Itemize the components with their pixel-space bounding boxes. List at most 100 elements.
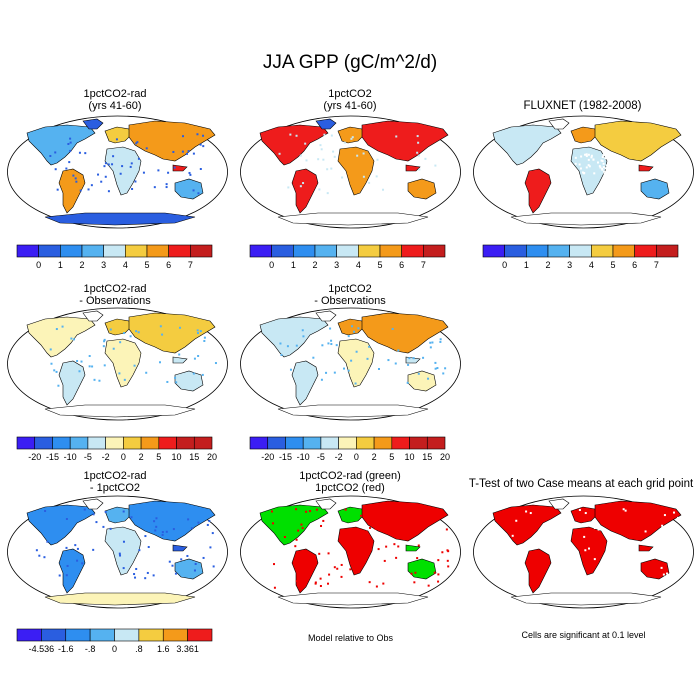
colorbar-box [163,629,187,641]
colorbar-tick-label: 4 [356,260,361,270]
colorbar-tick-label: 5 [156,452,161,462]
panel-title-ttest: T-Test of two Case means at each grid po… [462,478,700,490]
colorbar-tick-label: -5 [317,452,325,462]
colorbar-tick-label: 3 [101,260,106,270]
continent-ant [45,405,195,417]
continent-ant [45,213,195,225]
colorbar-tick-label: 20 [440,452,450,462]
map-green-red [238,493,463,611]
colorbar-box [635,245,657,257]
colorbar-tick-label: 5 [610,260,615,270]
colorbar-box [123,437,141,449]
colorbar-box [402,245,424,257]
note-model-relative: Model relative to Obs [238,633,463,643]
colorbar-tick-label: 7 [421,260,426,270]
colorbar-box [159,437,177,449]
colorbar-box [17,245,39,257]
colorbar-box [268,437,286,449]
colorbar-box [380,245,402,257]
colorbar-box [315,245,337,257]
colorbar-tick-label: 6 [166,260,171,270]
colorbar-tick-label: 0 [112,644,117,654]
colorbar-tick-label: 15 [189,452,199,462]
colorbar-box [570,245,592,257]
colorbar-box [106,437,124,449]
panel-title-rad-minus-co2: 1pctCO2-rad - 1pctCO2 [5,470,225,494]
colorbar-tick-label: 7 [188,260,193,270]
colorbar-tick-label: 2 [139,452,144,462]
colorbar-box [35,437,53,449]
colorbar-box [88,437,106,449]
colorbar-tick-label: 0 [269,260,274,270]
colorbar-tick-label: -1.6 [58,644,74,654]
colorbar-rad-minus-obs: -20 -15 -10 -5 -2 0 2 5 10 15 20 [15,435,220,465]
panel-title-rad-minus-obs: 1pctCO2-rad - Observations [5,283,225,307]
colorbar-fluxnet: 01234567 [481,243,686,273]
colorbar-tick-label: 15 [422,452,432,462]
colorbar-box [321,437,339,449]
colorbar-box [66,629,90,641]
colorbar-tick-label: 5 [377,260,382,270]
colorbar-box [656,245,678,257]
colorbar-tick-label: 3.361 [176,644,199,654]
map-fluxnet [471,113,696,231]
map-ttest [471,493,696,611]
colorbar-box [194,437,212,449]
colorbar-tick-label: 3 [567,260,572,270]
colorbar-box [427,437,445,449]
colorbar-box [17,437,35,449]
colorbar-box [169,245,191,257]
colorbar-box [548,245,570,257]
panel-title-fluxnet: FLUXNET (1982-2008) [470,100,695,112]
map-1pctco2 [238,113,463,231]
colorbar-co2-minus-obs: -20 -15 -10 -5 -2 0 2 5 10 15 20 [248,435,453,465]
colorbar-tick-label: 0 [502,260,507,270]
colorbar-box [613,245,635,257]
colorbar-box [303,437,321,449]
colorbar-box [250,245,272,257]
colorbar-box [82,245,104,257]
colorbar-tick-label: 0 [36,260,41,270]
colorbar-box [41,629,65,641]
panel-title-green-red: 1pctCO2-rad (green) 1pctCO2 (red) [240,470,460,494]
colorbar-tick-label: -2 [102,452,110,462]
map-1pctco2-rad [5,113,230,231]
colorbar-box [60,245,82,257]
panel-title-1pctco2-rad: 1pctCO2-rad (yrs 41-60) [5,88,225,112]
colorbar-tick-label: 6 [399,260,404,270]
colorbar-box [141,437,159,449]
colorbar-tick-label: 10 [172,452,182,462]
colorbar-box [358,245,380,257]
continent-ant [45,593,195,605]
colorbar-box [410,437,428,449]
colorbar-box [285,437,303,449]
colorbar-tick-label: 3 [334,260,339,270]
colorbar-box [356,437,374,449]
panel-title-co2-minus-obs: 1pctCO2 - Observations [240,283,460,307]
map-rad-minus-obs [5,305,230,423]
colorbar-box [147,245,169,257]
colorbar-tick-label: 5 [144,260,149,270]
colorbar-tick-label: 5 [389,452,394,462]
colorbar-box [374,437,392,449]
colorbar-tick-label: 1 [58,260,63,270]
colorbar-tick-label: -2 [335,452,343,462]
colorbar-tick-label: -4.536 [29,644,55,654]
colorbar-box [115,629,139,641]
colorbar-tick-label: 1.6 [157,644,170,654]
colorbar-tick-label: -15 [46,452,59,462]
colorbar-1pctco2: 01234567 [248,243,453,273]
colorbar-tick-label: -15 [279,452,292,462]
colorbar-tick-label: 6 [632,260,637,270]
continent-ant [278,405,428,417]
colorbar-tick-label: 20 [207,452,217,462]
colorbar-1pctco2-rad: 01234567 [15,243,220,273]
colorbar-box [526,245,548,257]
colorbar-tick-label: 2 [372,452,377,462]
panel-title-1pctco2: 1pctCO2 (yrs 41-60) [240,88,460,112]
colorbar-tick-label: -.8 [85,644,96,654]
colorbar-box [17,629,41,641]
colorbar-tick-label: -10 [297,452,310,462]
continent-ant [511,593,661,605]
colorbar-box [293,245,315,257]
